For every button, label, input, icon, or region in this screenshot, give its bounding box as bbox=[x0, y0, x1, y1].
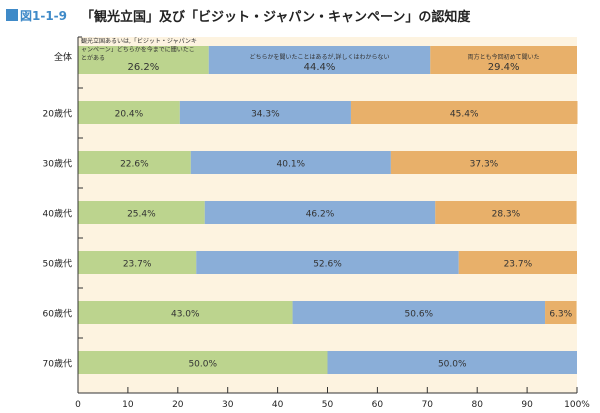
data-label: 22.6% bbox=[120, 160, 149, 170]
bar-segment bbox=[292, 301, 546, 324]
data-label: 37.3% bbox=[470, 160, 499, 170]
data-label: 28.3% bbox=[492, 210, 521, 220]
x-tick-label: 70 bbox=[422, 400, 434, 410]
bar-segment bbox=[430, 46, 577, 74]
data-label: 29.4% bbox=[488, 62, 520, 73]
x-tick-label: 30 bbox=[222, 400, 234, 410]
bar-segment bbox=[179, 101, 351, 124]
bar-segment bbox=[190, 151, 391, 174]
bar-segment bbox=[390, 151, 577, 174]
category-label: 20歳代 bbox=[43, 108, 72, 120]
axes-group: 0 10 20 30 40 50 60 70 80 90 100% bbox=[75, 36, 590, 410]
x-tick-label: 60 bbox=[372, 400, 384, 410]
category-label: 70歳代 bbox=[43, 358, 72, 370]
bar-segment bbox=[435, 201, 577, 224]
category-label: 40歳代 bbox=[43, 208, 72, 220]
figure-marker-icon bbox=[6, 9, 18, 21]
inline-legend-group: 観光立国あるいは,「ビジット・ジャパンキャンペーン」どちらかを今までに聞いたこと… bbox=[81, 37, 540, 62]
data-label: 6.3% bbox=[549, 310, 572, 320]
bar-segment bbox=[78, 151, 191, 174]
bar-segment bbox=[196, 251, 459, 274]
data-label: 44.4% bbox=[304, 62, 336, 73]
x-tick-label: 40 bbox=[272, 400, 284, 410]
bar-segment bbox=[78, 251, 197, 274]
bar-segment bbox=[78, 301, 293, 324]
bar-segment bbox=[78, 201, 205, 224]
x-tick-label: 20 bbox=[172, 400, 184, 410]
x-tick-label: 90 bbox=[521, 400, 533, 410]
x-tick-label: 50 bbox=[322, 400, 334, 410]
data-label: 45.4% bbox=[450, 110, 479, 120]
bar-segment bbox=[208, 46, 431, 74]
series-label-line: ャンペーン」どちらかを今までに聞いたこ bbox=[81, 46, 195, 54]
chart-title: 「観光立国」及び「ビジット・ジャパン・キャンペーン」の認知度 bbox=[81, 9, 471, 25]
x-tick-label: 100% bbox=[564, 400, 590, 410]
bar-segment bbox=[458, 251, 577, 274]
data-label: 43.0% bbox=[171, 310, 200, 320]
data-label: 50.6% bbox=[405, 310, 434, 320]
x-tick-label: 0 bbox=[75, 400, 81, 410]
category-label: 50歳代 bbox=[43, 258, 72, 270]
category-labels-group: 全体 20歳代 30歳代 40歳代 50歳代 60歳代 70歳代 bbox=[43, 51, 72, 370]
bar-segment bbox=[350, 101, 578, 124]
data-label: 52.6% bbox=[313, 260, 342, 270]
series-label-line: 両方とも今回初めて聞いた bbox=[468, 53, 540, 61]
series-label-line: とがある bbox=[81, 54, 105, 62]
data-label: 46.2% bbox=[306, 210, 335, 220]
bar-labels-group: 26.2% 44.4% 29.4% 20.4% 34.3% 45.4% 22.6% 40.1%… bbox=[115, 62, 573, 370]
x-tick-label: 80 bbox=[471, 400, 483, 410]
bar-segment bbox=[78, 351, 328, 374]
series-label-line: どちらかを聞いたことはあるが,詳しくはわからない bbox=[250, 53, 390, 61]
series-label-line: 観光立国あるいは,「ビジット・ジャパンキ bbox=[81, 37, 197, 45]
data-label: 26.2% bbox=[127, 62, 159, 73]
bar-segment bbox=[327, 351, 577, 374]
category-label: 30歳代 bbox=[43, 158, 72, 170]
data-label: 20.4% bbox=[115, 110, 144, 120]
figure-number: 図1-1-9 bbox=[20, 8, 68, 23]
bar-segment bbox=[78, 46, 209, 74]
data-label: 34.3% bbox=[251, 110, 280, 120]
x-tick-label: 10 bbox=[122, 400, 134, 410]
data-label: 23.7% bbox=[123, 260, 152, 270]
category-label: 全体 bbox=[54, 51, 72, 63]
data-label: 50.0% bbox=[438, 360, 467, 370]
data-label: 23.7% bbox=[504, 260, 533, 270]
bar-segment bbox=[78, 101, 180, 124]
bars-group bbox=[78, 46, 578, 374]
data-label: 40.1% bbox=[277, 160, 306, 170]
bar-segment bbox=[545, 301, 577, 324]
data-label: 50.0% bbox=[188, 360, 217, 370]
figure-header: 図1-1-9 「観光立国」及び「ビジット・ジャパン・キャンペーン」の認知度 bbox=[6, 6, 471, 25]
bar-segment bbox=[204, 201, 436, 224]
data-label: 25.4% bbox=[127, 210, 156, 220]
category-label: 60歳代 bbox=[43, 308, 72, 320]
